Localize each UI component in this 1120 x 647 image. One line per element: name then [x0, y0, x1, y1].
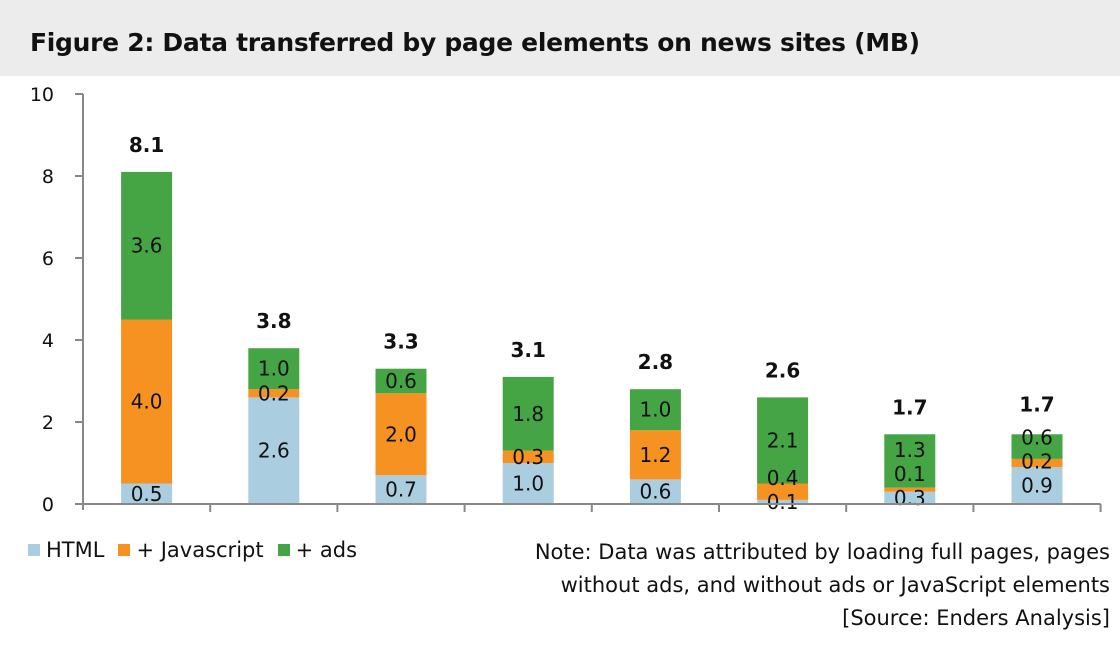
bar-segment — [121, 171, 173, 320]
data-label: 1.0 — [258, 357, 290, 381]
total-label: 3.1 — [510, 338, 545, 362]
bar-segment — [884, 434, 936, 488]
note-line-2: without ads, and without ads or JavaScri… — [560, 573, 1110, 597]
legend-swatch-html — [28, 544, 40, 556]
data-label: 0.4 — [767, 466, 799, 490]
data-label: 0.2 — [1021, 450, 1053, 474]
note: Note: Data was attributed by loading ful… — [535, 536, 1110, 635]
bar-segment — [375, 368, 427, 394]
bar-segment — [1011, 434, 1063, 459]
bar-segment — [884, 491, 936, 504]
data-label: 1.0 — [512, 472, 544, 496]
y-tick-label: 0 — [42, 494, 54, 516]
bar-segment — [757, 499, 809, 504]
data-label: 1.8 — [512, 402, 544, 426]
total-label: 3.3 — [383, 330, 418, 354]
bar-segment — [1011, 458, 1063, 468]
bar-segment — [248, 348, 300, 390]
data-label: 1.0 — [639, 398, 671, 422]
title-band — [0, 0, 1120, 76]
bar-segment — [375, 475, 427, 504]
bar-segment — [502, 463, 554, 504]
data-label: 2.0 — [385, 422, 417, 446]
bar-segment — [757, 483, 809, 500]
data-label: 2.6 — [258, 439, 290, 463]
data-label: 0.6 — [385, 369, 417, 393]
bar-segment — [248, 397, 300, 504]
total-label: 2.8 — [638, 350, 673, 374]
total-label: 1.7 — [892, 395, 927, 419]
legend-item-javascript: + Javascript — [118, 538, 264, 562]
y-tick-label: 6 — [42, 248, 54, 270]
bar-segment — [502, 376, 554, 451]
data-label: 2.1 — [767, 428, 799, 452]
data-label: 0.6 — [639, 480, 671, 504]
y-tick-label: 8 — [42, 166, 54, 188]
legend-item-ads: + ads — [277, 538, 358, 562]
legend-item-html: HTML — [28, 538, 104, 562]
legend-swatch-ads — [277, 544, 290, 556]
bar-segment — [757, 397, 809, 484]
data-label: 0.2 — [258, 381, 290, 405]
data-label: 3.6 — [131, 234, 163, 258]
total-label: 2.6 — [765, 358, 800, 382]
bar-segment — [629, 389, 681, 431]
bar-segment — [248, 389, 300, 398]
data-label: 1.2 — [639, 443, 671, 467]
legend-label-html: HTML — [46, 538, 105, 562]
source-line: [Source: Enders Analysis] — [842, 606, 1110, 630]
y-tick-label: 4 — [42, 330, 54, 352]
bar-segment — [884, 487, 936, 492]
data-label: 0.3 — [512, 445, 544, 469]
data-label: 1.3 — [894, 438, 926, 462]
data-label: 0.7 — [385, 478, 417, 502]
y-tick-label: 10 — [30, 84, 54, 106]
bar-segment — [375, 393, 427, 476]
bar-segment — [629, 430, 681, 480]
bar-segment — [121, 319, 173, 484]
chart-title: Figure 2: Data transferred by page eleme… — [30, 28, 920, 57]
data-label: 0.1 — [767, 490, 799, 514]
total-label: 3.8 — [256, 309, 291, 333]
bar-segment — [121, 483, 173, 504]
legend: HTML + Javascript + ads — [28, 538, 357, 562]
data-label: 0.3 — [894, 486, 926, 510]
y-tick-label: 2 — [42, 412, 54, 434]
bar-segment — [1011, 467, 1063, 504]
legend-label-ads: + ads — [295, 538, 358, 562]
bar-segment — [502, 450, 554, 463]
data-label: 0.1 — [894, 462, 926, 486]
total-label: 1.7 — [1019, 393, 1054, 417]
legend-swatch-javascript — [118, 544, 131, 556]
data-label: 0.6 — [1021, 426, 1053, 450]
data-label: 0.5 — [131, 482, 163, 506]
note-line-1: Note: Data was attributed by loading ful… — [534, 540, 1110, 564]
legend-label-javascript: + Javascript — [136, 538, 264, 562]
data-label: 4.0 — [131, 390, 163, 414]
bar-segment — [629, 479, 681, 504]
data-label: 0.9 — [1021, 474, 1053, 498]
total-label: 8.1 — [129, 133, 164, 157]
